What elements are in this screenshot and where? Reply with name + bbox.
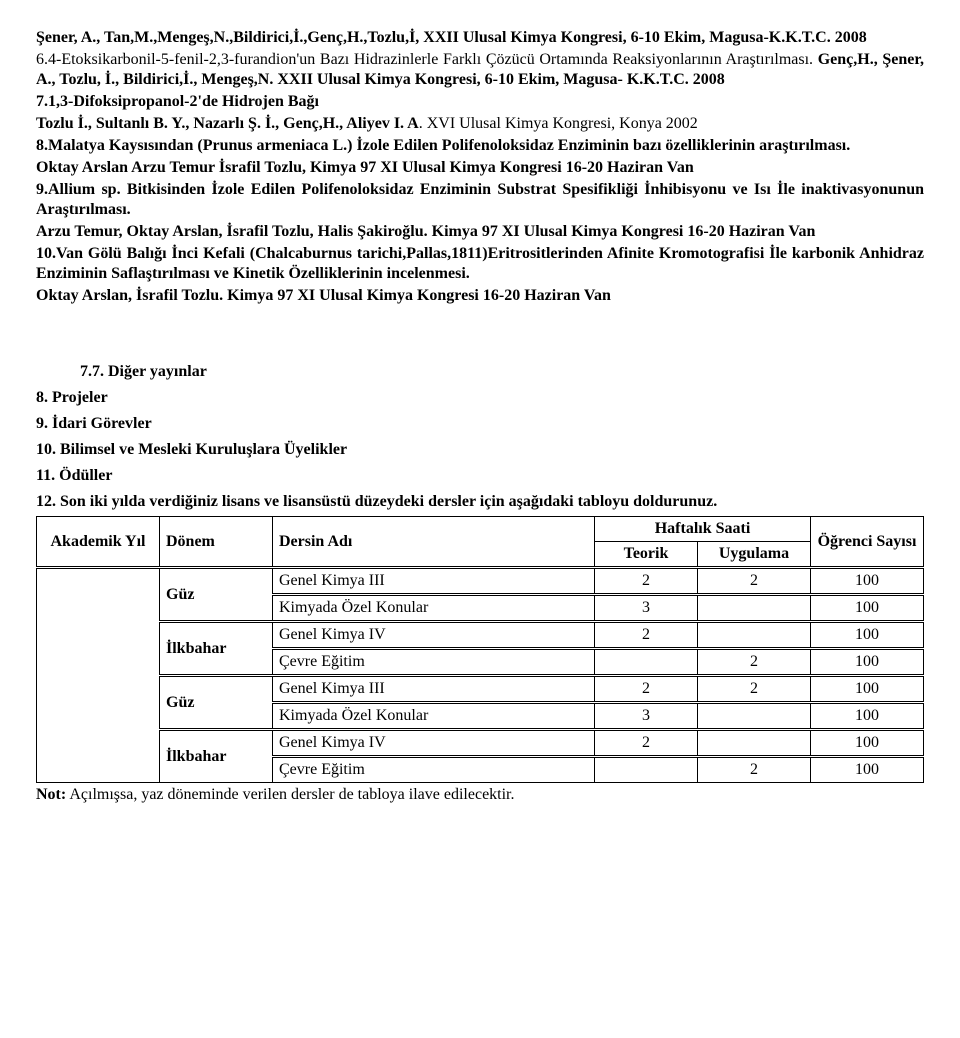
- cell-sayi: 100: [811, 730, 924, 757]
- th-haftalik: Haftalık Saati: [595, 517, 811, 542]
- note-label: Not:: [36, 786, 66, 803]
- cell-ders: Genel Kimya IV: [273, 730, 595, 757]
- cell-uygulama: [698, 622, 811, 649]
- th-uygulama: Uygulama: [698, 542, 811, 568]
- cell-donem: Güz: [160, 568, 273, 622]
- paragraph: Arzu Temur, Oktay Arslan, İsrafil Tozlu,…: [36, 222, 924, 242]
- text-run: Kimya 97 XI Ulusal Kimya Kongresi 16-20 …: [223, 287, 611, 304]
- paragraph: 6.4-Etoksikarbonil-5-fenil-2,3-furandion…: [36, 50, 924, 90]
- cell-uygulama: [698, 703, 811, 730]
- th-teorik: Teorik: [595, 542, 698, 568]
- text-run: 9.Allium sp. Bitkisinden İzole Edilen Po…: [36, 181, 924, 218]
- table-row: GüzGenel Kimya III22100: [37, 568, 924, 595]
- cell-teorik: 3: [595, 595, 698, 622]
- cell-uygulama: 2: [698, 676, 811, 703]
- cell-donem: Güz: [160, 676, 273, 730]
- text-run: 10.Van Gölü Balığı İnci Kefali (Chalcabu…: [36, 245, 924, 282]
- paragraph: Tozlu İ., Sultanlı B. Y., Nazarlı Ş. İ.,…: [36, 114, 924, 134]
- cell-sayi: 100: [811, 622, 924, 649]
- text-run: . XVI Ulusal Kimya Kongresi, Konya 2002: [419, 115, 698, 132]
- cell-sayi: 100: [811, 676, 924, 703]
- cell-uygulama: [698, 730, 811, 757]
- cell-uygulama: 2: [698, 568, 811, 595]
- cell-teorik: 3: [595, 703, 698, 730]
- text-run: Şener, A., Tan,M.,Mengeş,N.,Bildirici,İ.…: [36, 29, 867, 46]
- cell-teorik: 2: [595, 676, 698, 703]
- text-run: Kimya 97 XI Ulusal Kimya Kongresi 16-20 …: [428, 223, 816, 240]
- paragraph: 7.1,3-Difoksipropanol-2'de Hidrojen Bağı: [36, 92, 924, 112]
- section-list: 7.7. Diğer yayınlar 8. Projeler 9. İdari…: [36, 362, 924, 512]
- text-run: Oktay Arslan, İsrafil Tozlu.: [36, 287, 223, 304]
- cell-ders: Genel Kimya IV: [273, 622, 595, 649]
- cell-teorik: 2: [595, 730, 698, 757]
- text-run: 7.1,3-Difoksipropanol-2'de Hidrojen Bağı: [36, 93, 319, 110]
- cell-teorik: [595, 757, 698, 783]
- section-9: 9. İdari Görevler: [36, 414, 924, 434]
- text-run: Arzu Temur, Oktay Arslan, İsrafil Tozlu,…: [36, 223, 428, 240]
- paragraph: 9.Allium sp. Bitkisinden İzole Edilen Po…: [36, 180, 924, 220]
- paragraph: Oktay Arslan Arzu Temur İsrafil Tozlu, K…: [36, 158, 924, 178]
- paragraph: 8.Malatya Kaysısından (Prunus armeniaca …: [36, 136, 924, 156]
- paragraph: 10.Van Gölü Balığı İnci Kefali (Chalcabu…: [36, 244, 924, 284]
- cell-sayi: 100: [811, 703, 924, 730]
- table-row: İlkbaharGenel Kimya IV2100: [37, 730, 924, 757]
- courses-table: Akademik Yıl Dönem Dersin Adı Haftalık S…: [36, 516, 924, 783]
- cell-ders: Çevre Eğitim: [273, 649, 595, 676]
- cell-ders: Genel Kimya III: [273, 568, 595, 595]
- th-ders: Dersin Adı: [273, 517, 595, 568]
- paragraph: Oktay Arslan, İsrafil Tozlu. Kimya 97 XI…: [36, 286, 924, 306]
- cell-ders: Kimyada Özel Konular: [273, 595, 595, 622]
- cell-uygulama: [698, 595, 811, 622]
- table-row: GüzGenel Kimya III22100: [37, 676, 924, 703]
- cell-sayi: 100: [811, 568, 924, 595]
- cell-donem: İlkbahar: [160, 730, 273, 783]
- section-12: 12. Son iki yılda verdiğiniz lisans ve l…: [36, 492, 924, 512]
- section-10: 10. Bilimsel ve Mesleki Kuruluşlara Üyel…: [36, 440, 924, 460]
- paragraph: Şener, A., Tan,M.,Mengeş,N.,Bildirici,İ.…: [36, 28, 924, 48]
- cell-teorik: 2: [595, 568, 698, 595]
- section-8: 8. Projeler: [36, 388, 924, 408]
- cell-teorik: [595, 649, 698, 676]
- table-note: Not: Açılmışsa, yaz döneminde verilen de…: [36, 785, 924, 805]
- cell-sayi: 100: [811, 595, 924, 622]
- cell-teorik: 2: [595, 622, 698, 649]
- note-text: Açılmışsa, yaz döneminde verilen dersler…: [66, 786, 514, 803]
- cell-ders: Kimyada Özel Konular: [273, 703, 595, 730]
- cell-uygulama: 2: [698, 649, 811, 676]
- cell-ders: Çevre Eğitim: [273, 757, 595, 783]
- text-run: 6.4-Etoksikarbonil-5-fenil-2,3-furandion…: [36, 51, 813, 68]
- text-run: 8.Malatya Kaysısından (Prunus armeniaca …: [36, 137, 850, 154]
- body-text: Şener, A., Tan,M.,Mengeş,N.,Bildirici,İ.…: [36, 28, 924, 306]
- table-row: İlkbaharGenel Kimya IV2100: [37, 622, 924, 649]
- cell-sayi: 100: [811, 757, 924, 783]
- text-run: Tozlu İ., Sultanlı B. Y., Nazarlı Ş. İ.,…: [36, 115, 419, 132]
- cell-ders: Genel Kimya III: [273, 676, 595, 703]
- section-7-7: 7.7. Diğer yayınlar: [36, 362, 924, 382]
- cell-donem: İlkbahar: [160, 622, 273, 676]
- th-akademik: Akademik Yıl: [37, 517, 160, 568]
- th-donem: Dönem: [160, 517, 273, 568]
- cell-uygulama: 2: [698, 757, 811, 783]
- cell-akademik: [37, 568, 160, 783]
- text-run: Oktay Arslan Arzu Temur İsrafil Tozlu, K…: [36, 159, 694, 176]
- section-11: 11. Ödüller: [36, 466, 924, 486]
- cell-sayi: 100: [811, 649, 924, 676]
- th-ogrenci: Öğrenci Sayısı: [811, 517, 924, 568]
